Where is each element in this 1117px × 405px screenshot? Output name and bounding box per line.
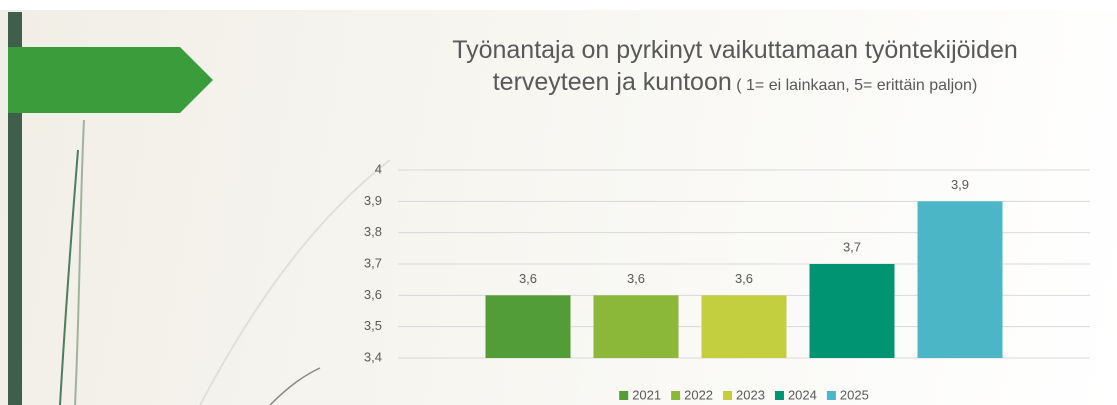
value-label: 3,6 bbox=[627, 271, 645, 286]
legend-swatch bbox=[671, 391, 681, 400]
top-strip bbox=[0, 0, 1117, 10]
chart-title-block: Työnantaja on pyrkinyt vaikuttamaan työn… bbox=[430, 36, 1040, 100]
y-tick-label: 3,7 bbox=[364, 255, 382, 270]
y-tick-label: 3,8 bbox=[364, 224, 382, 239]
value-label: 3,6 bbox=[519, 271, 537, 286]
chart-subtitle: ( 1= ei lainkaan, 5= erittäin paljon) bbox=[736, 77, 978, 94]
y-tick-label: 3,5 bbox=[364, 318, 382, 333]
legend-swatch bbox=[774, 391, 784, 400]
decor-grass bbox=[269, 367, 321, 405]
arrow-shape bbox=[8, 47, 213, 113]
y-tick-label: 3,6 bbox=[364, 287, 382, 302]
legend-label: 2022 bbox=[684, 387, 713, 402]
decor-grass bbox=[74, 119, 85, 405]
legend-swatch bbox=[723, 391, 733, 400]
legend-label: 2021 bbox=[632, 387, 661, 402]
value-label: 3,9 bbox=[951, 177, 969, 192]
y-tick-label: 4 bbox=[375, 161, 382, 176]
legend-swatch bbox=[826, 391, 836, 400]
chart-title: Työnantaja on pyrkinyt vaikuttamaan työn… bbox=[452, 36, 1018, 96]
legend-label: 2025 bbox=[840, 387, 869, 402]
decor-grass bbox=[199, 159, 391, 405]
bar bbox=[917, 201, 1003, 358]
value-label: 3,7 bbox=[843, 239, 861, 254]
bar bbox=[593, 295, 679, 358]
value-label: 3,6 bbox=[735, 271, 753, 286]
legend-label: 2024 bbox=[788, 387, 817, 402]
bar bbox=[809, 264, 895, 358]
y-tick-label: 3,9 bbox=[364, 193, 382, 208]
bar bbox=[485, 295, 571, 358]
legend-label: 2023 bbox=[736, 387, 765, 402]
bar bbox=[701, 295, 787, 358]
legend-swatch bbox=[619, 391, 629, 400]
y-tick-label: 3,4 bbox=[364, 349, 382, 364]
decor-grass bbox=[59, 149, 79, 405]
